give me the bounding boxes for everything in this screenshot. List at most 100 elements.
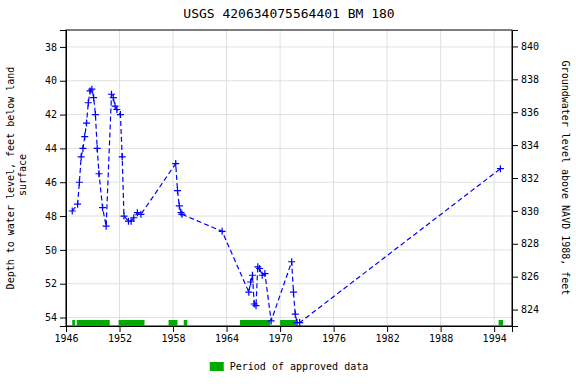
tick-label: 838: [521, 74, 539, 85]
tick: 828: [512, 238, 539, 249]
tick: 834: [512, 140, 539, 151]
y-axis-title: Depth to water level, feet below land su…: [5, 67, 28, 290]
legend-item: Period of approved data: [210, 361, 368, 372]
data-point: [92, 111, 99, 118]
tick-label: 52: [45, 278, 57, 289]
tick: 1952: [108, 326, 132, 344]
tick-label: 44: [45, 143, 57, 154]
grid-line-x: [333, 30, 334, 326]
tick: 44: [45, 143, 66, 154]
data-point: [76, 179, 83, 186]
data-point: [176, 202, 183, 209]
data-point: [130, 214, 137, 221]
data-point: [497, 165, 504, 172]
data-point: [268, 317, 275, 324]
data-point: [174, 187, 181, 194]
data-point: [108, 91, 115, 98]
plot-frame: [66, 30, 512, 326]
grid: [66, 30, 512, 326]
tick-label: 38: [45, 42, 57, 53]
tick-label: 830: [521, 206, 539, 217]
span-bar: [77, 320, 110, 326]
data-line: [72, 89, 500, 322]
data-point: [103, 223, 110, 230]
span-bar: [240, 320, 270, 326]
data-point: [172, 160, 179, 167]
data-point: [88, 86, 95, 93]
tick-label: 832: [521, 173, 539, 184]
data-point: [288, 258, 295, 265]
legend-label: Period of approved data: [230, 361, 368, 372]
grid-line-y: [66, 182, 512, 183]
data-point: [249, 272, 256, 279]
tick-mark: [512, 277, 518, 278]
tick-label: 1994: [483, 333, 507, 344]
tick: 42: [45, 109, 66, 120]
tick-mark: [173, 326, 174, 332]
tick-label: 840: [521, 41, 539, 52]
data-point: [251, 301, 258, 308]
tick-label: 1958: [161, 333, 185, 344]
tick-mark: [227, 326, 228, 332]
tick-mark: [512, 112, 518, 113]
tick: 826: [512, 271, 539, 282]
tick-mark: [512, 178, 518, 179]
data-point: [113, 106, 120, 113]
grid-line-y: [66, 249, 512, 250]
data-point: [78, 153, 85, 160]
grid-line-y: [66, 148, 512, 149]
tick-label: 1964: [215, 333, 239, 344]
tick: 38: [45, 42, 66, 53]
grid-line-y: [66, 283, 512, 284]
tick-mark: [60, 318, 66, 319]
data-point: [219, 228, 226, 235]
tick-label: 1946: [54, 333, 78, 344]
data-point: [137, 211, 144, 218]
span-series: [72, 320, 503, 326]
y-axis: 384042444648505254: [45, 31, 67, 327]
tick-label: 1988: [429, 333, 453, 344]
tick: 1976: [322, 326, 346, 344]
tick-label: 828: [521, 238, 539, 249]
grid-line-x: [226, 30, 227, 326]
data-point: [110, 94, 117, 101]
tick-label: 1982: [376, 333, 400, 344]
tick-mark: [512, 211, 518, 212]
tick: 40: [45, 75, 66, 86]
tick-mark: [512, 145, 518, 146]
tick: 836: [512, 107, 539, 118]
data-point: [254, 263, 261, 270]
tick: 54: [45, 312, 66, 323]
span-bar: [499, 320, 503, 326]
tick: 840: [512, 41, 539, 52]
grid-line-x: [173, 30, 174, 326]
tick-label: 834: [521, 140, 539, 151]
data-layer: [69, 86, 504, 326]
tick-mark: [60, 148, 66, 149]
tick-label: 40: [45, 75, 57, 86]
plot-area: 1946195219581964197019761982198819943840…: [45, 30, 539, 344]
data-point: [178, 211, 185, 218]
tick-label: 1952: [108, 333, 132, 344]
tick-label: 48: [45, 211, 57, 222]
legend: Period of approved data: [210, 361, 368, 372]
tick: 1988: [429, 326, 453, 344]
tick-mark: [60, 182, 66, 183]
data-point: [178, 209, 185, 216]
data-point: [96, 170, 103, 177]
tick: 52: [45, 278, 66, 289]
tick: 46: [45, 177, 66, 188]
axis-domain: [67, 327, 513, 333]
data-point: [99, 204, 106, 211]
tick: 1982: [376, 326, 400, 344]
axis-domain: [60, 31, 67, 327]
data-point: [290, 289, 297, 296]
tick: 838: [512, 74, 539, 85]
y2-axis: 824826828830832834836838840: [512, 31, 539, 327]
span-bar: [169, 320, 178, 326]
data-point: [83, 120, 90, 127]
tick-label: 826: [521, 271, 539, 282]
data-point: [85, 99, 92, 106]
span-bar: [184, 320, 188, 326]
tick-label: 46: [45, 177, 57, 188]
